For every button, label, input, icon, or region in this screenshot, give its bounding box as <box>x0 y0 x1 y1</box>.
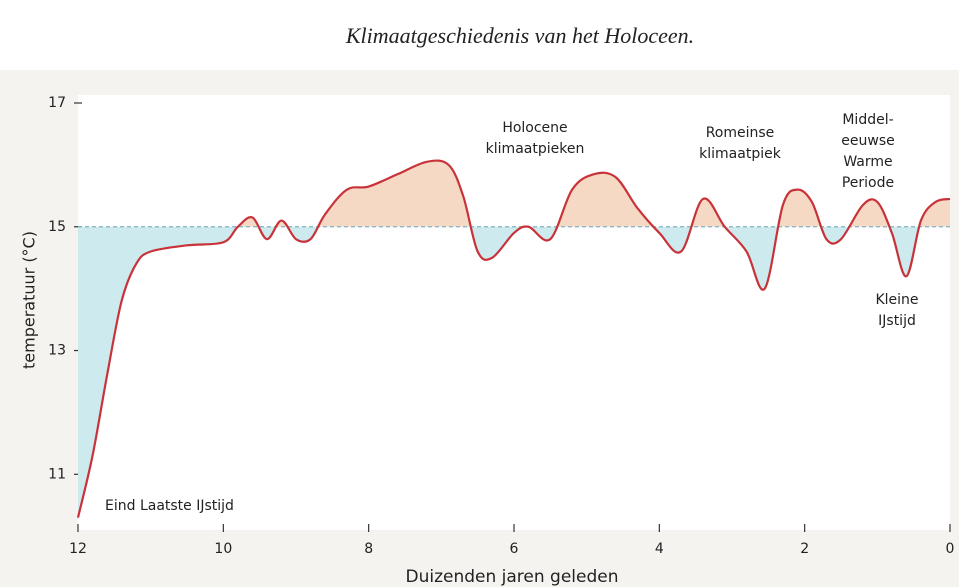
annotation: Kleine <box>875 292 918 308</box>
x-tick-label: 6 <box>510 541 519 557</box>
y-tick-label: 13 <box>48 343 66 359</box>
x-axis-label: Duizenden jaren geleden <box>405 567 618 587</box>
annotation: Holocene <box>502 120 567 136</box>
annotation: Middel- <box>842 112 893 128</box>
x-tick-label: 2 <box>800 541 809 557</box>
x-tick-label: 4 <box>655 541 664 557</box>
annotation: IJstijd <box>878 313 916 329</box>
plot-area <box>78 95 950 530</box>
y-axis-label: temperatuur (°C) <box>20 231 39 369</box>
x-tick-label: 8 <box>364 541 373 557</box>
y-tick-label: 11 <box>48 466 66 482</box>
x-tick-label: 12 <box>69 541 87 557</box>
annotation: eeuwse <box>841 133 894 149</box>
warm-area <box>78 160 950 227</box>
annotation: Periode <box>842 175 894 191</box>
line <box>76 159 951 518</box>
chart-title: Klimaatgeschiedenis van het Holoceen. <box>345 23 694 48</box>
y-tick-label: 15 <box>48 219 66 235</box>
annotation: klimaatpiek <box>699 146 782 162</box>
annotation: Warme <box>843 154 892 170</box>
annotation: Eind Laatste IJstijd <box>105 498 234 514</box>
x-tick-label: 0 <box>946 541 955 557</box>
x-tick-label: 10 <box>214 541 232 557</box>
annotation: Romeinse <box>706 125 775 141</box>
annotation: klimaatpieken <box>486 141 585 157</box>
y-tick-label: 17 <box>48 95 66 111</box>
